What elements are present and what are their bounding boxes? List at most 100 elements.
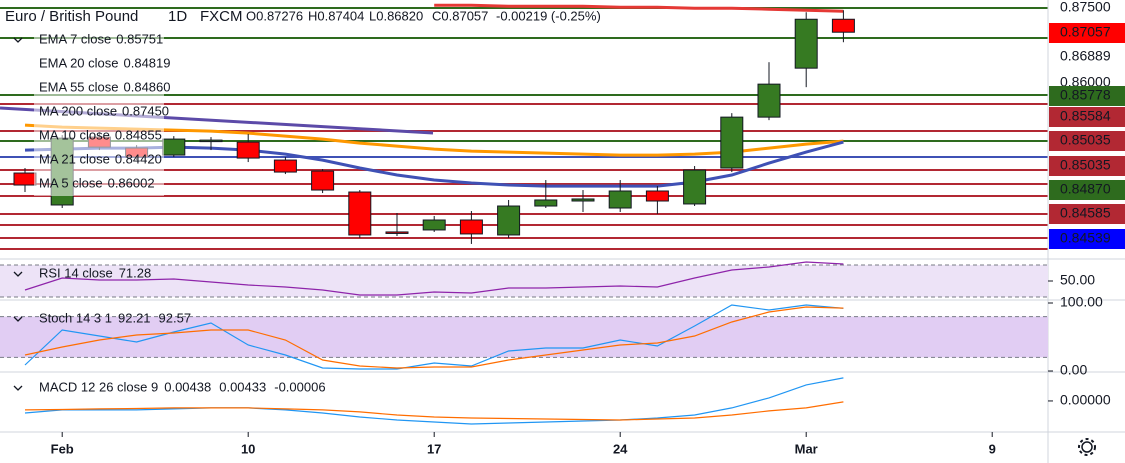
legend-bg [34, 28, 164, 196]
price-label: 0.85035 [1060, 132, 1111, 148]
header-interval: 1D [168, 8, 187, 25]
pane-legend-value: 0.00433 [219, 379, 266, 394]
band [0, 265, 1048, 297]
candle-body [794, 18, 818, 69]
candle-body [534, 199, 558, 207]
price-label: 0.84539 [1060, 230, 1111, 246]
pane-legend-value: 92.21 [118, 310, 151, 325]
series-line [24, 401, 844, 421]
candle-body [13, 172, 37, 186]
pane-legend-value: -0.00006 [274, 379, 325, 394]
legend-value: 0.84819 [124, 55, 171, 70]
x-tick-label: 9 [989, 441, 996, 456]
candle-body [162, 138, 186, 156]
price-label-bg [1049, 131, 1125, 151]
candle-body [757, 83, 781, 118]
series-line [24, 261, 844, 296]
legend-name: EMA 7 close [39, 31, 111, 46]
ohlc-text: C0.87057 [432, 8, 488, 23]
price-label-bg [1049, 204, 1125, 224]
collapse-arrow [13, 385, 23, 391]
x-tick-label: 24 [613, 441, 628, 456]
ohlc-text: H0.87404 [308, 8, 364, 23]
candle-body [683, 169, 707, 205]
legend-value: 0.86002 [108, 175, 155, 190]
series-line [434, 3, 844, 13]
candle-body [571, 198, 595, 202]
x-tick-label: 17 [427, 441, 441, 456]
price-label-bg [1049, 107, 1125, 127]
header-source: FXCM [200, 8, 243, 25]
x-tick-label: Feb [51, 441, 74, 456]
series-line [24, 306, 844, 369]
ohlc-text: O0.87276 [246, 8, 303, 23]
series-line [24, 377, 844, 425]
candle-body [645, 190, 669, 202]
legend-name: EMA 55 close [39, 79, 119, 94]
legend-value: 0.87450 [122, 103, 169, 118]
pane-legend: MACD 12 26 close 9 [39, 379, 158, 394]
price-label-bg [1049, 156, 1125, 176]
pane-legend-value: 92.57 [159, 310, 192, 325]
price-label-bg [1049, 86, 1125, 106]
price-label-bg [1049, 47, 1125, 67]
price-label-bg [1049, 229, 1125, 249]
legend-value: 0.85751 [116, 31, 163, 46]
candle-body [199, 139, 223, 143]
candle-body [236, 141, 260, 159]
settings-icon[interactable] [1078, 438, 1096, 456]
candle-body [720, 116, 744, 169]
legend-value: 0.84860 [124, 79, 171, 94]
price-label: 0.85584 [1060, 108, 1111, 124]
drawn-levels [0, 7, 1048, 250]
legend-value: 0.84855 [115, 127, 162, 142]
legend-value: 0.84420 [115, 151, 162, 166]
price-label: 0.85035 [1060, 157, 1111, 173]
band [0, 316, 1048, 358]
collapse-arrow [13, 271, 23, 277]
legend-name: MA 5 close [39, 175, 103, 190]
candle-body [348, 191, 372, 236]
price-label-bg [1049, 23, 1125, 43]
y-tick-label: 100.00 [1060, 294, 1103, 310]
ohlc-text: L0.86820 [369, 8, 423, 23]
series-line [24, 304, 844, 370]
collapse-arrow [13, 37, 23, 43]
price-label: 0.86000 [1060, 74, 1111, 90]
price-label: 0.84585 [1060, 205, 1111, 221]
y-tick-label: 0.00 [1060, 362, 1087, 378]
legend-name: MA 200 close [39, 103, 117, 118]
x-tick-label: Mar [795, 441, 818, 456]
candle-body [422, 219, 446, 231]
pane-legend-value: 71.28 [119, 265, 152, 280]
price-label: 0.84870 [1060, 181, 1111, 197]
price-label: 0.86889 [1060, 48, 1111, 64]
candle-body [497, 205, 521, 236]
pane-legend: Stoch 14 3 1 [39, 310, 112, 325]
candle-body [608, 190, 632, 209]
price-label: 0.85778 [1060, 87, 1111, 103]
y-tick-label: 50.00 [1060, 272, 1095, 288]
price-label-bg [1049, 180, 1125, 200]
price-label-bg [1049, 0, 1125, 18]
pane-legend: RSI 14 close [39, 265, 113, 280]
ohlc-text: -0.00219 (-0.25%) [496, 8, 601, 23]
candle-body [831, 18, 855, 33]
pane-legend-value: 0.00438 [164, 379, 211, 394]
candle-body [385, 231, 409, 234]
legend-name: EMA 20 close [39, 55, 119, 70]
price-label: 0.87057 [1060, 24, 1111, 40]
legend-name: MA 21 close [39, 151, 110, 166]
price-label: 0.87500 [1060, 0, 1111, 15]
candle-body [459, 219, 483, 235]
legend: EMA 7 close 0.85751 EMA 20 close 0.84819 EMA… [13, 28, 171, 196]
collapse-arrow [13, 316, 23, 322]
y-tick-label: 0.00000 [1060, 392, 1111, 408]
x-tick-label: 10 [241, 441, 255, 456]
candle-body [273, 159, 297, 173]
candle-body [311, 170, 335, 191]
header-title: Euro / British Pound [5, 8, 138, 25]
